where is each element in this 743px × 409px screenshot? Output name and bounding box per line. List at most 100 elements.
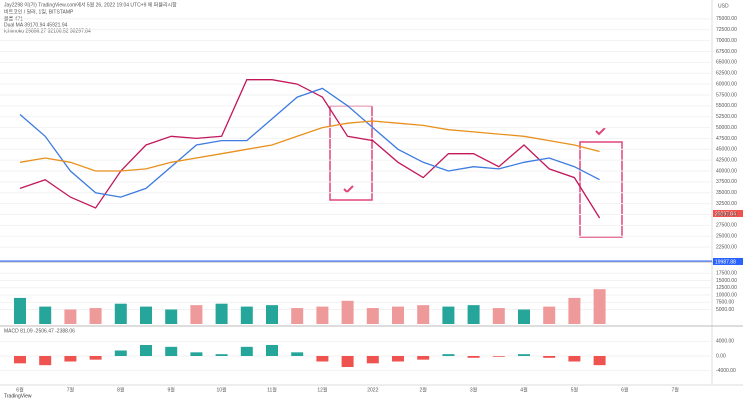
- bar: [240, 346, 253, 356]
- bar: [316, 306, 329, 324]
- price-line: [19, 79, 601, 219]
- y-tick-label: 75000.00: [716, 16, 737, 22]
- y-tick-label: 67500.00: [716, 49, 737, 55]
- y-tick-label: 47500.00: [716, 136, 737, 142]
- bar: [291, 352, 304, 356]
- bar: [64, 356, 77, 362]
- bar: [593, 289, 606, 324]
- bar: [392, 356, 404, 362]
- bar: [140, 306, 152, 324]
- check-mark: [343, 185, 354, 194]
- bar: [568, 297, 581, 324]
- y-tick-label: 17500.00: [716, 271, 737, 277]
- bar: [341, 300, 354, 324]
- x-tick-label: 4월: [520, 386, 528, 393]
- y-tick-label: 62500.00: [716, 71, 737, 77]
- y-tick-label: 37500.00: [716, 179, 737, 185]
- bar: [114, 350, 127, 356]
- bar: [140, 345, 152, 356]
- bar: [467, 305, 480, 324]
- bar: [240, 306, 253, 324]
- bar: [568, 356, 581, 362]
- bar: [417, 356, 430, 360]
- y-tick-label: 72500.00: [716, 27, 737, 33]
- bar: [467, 356, 480, 358]
- bar: [14, 356, 26, 364]
- y-tick-label: 27500.00: [716, 223, 737, 229]
- highlight-box: [579, 141, 623, 238]
- x-tick-label: 2월: [420, 386, 428, 393]
- x-tick-label: 5월: [571, 386, 579, 393]
- y-tick-label: 12500.00: [716, 285, 737, 291]
- bar: [64, 309, 77, 324]
- bar: [417, 305, 430, 324]
- bar: [366, 308, 379, 324]
- bar: [190, 305, 203, 324]
- x-tick-label: 11월: [267, 386, 277, 393]
- x-tick-label: 6월: [621, 386, 629, 393]
- bar: [291, 308, 304, 324]
- y-tick-label: 52500.00: [716, 114, 737, 120]
- x-tick-label: 9월: [168, 386, 176, 393]
- y-tick-label: 65000.00: [716, 60, 737, 66]
- level-tag: 19987.88: [715, 259, 736, 265]
- bar: [392, 306, 404, 324]
- y-tick-label: 7500.00: [716, 300, 734, 306]
- bar: [341, 356, 354, 367]
- bar: [266, 345, 278, 356]
- y-tick-label: 60000.00: [716, 81, 737, 87]
- bar: [543, 306, 556, 324]
- price-line: [19, 87, 600, 198]
- bar: [165, 346, 178, 356]
- y-tick-label: 4000.00: [716, 339, 734, 345]
- y-tick-label: -4000.00: [716, 368, 736, 374]
- price-tag-bg: [713, 210, 743, 217]
- x-tick-label: 7월: [67, 386, 75, 393]
- bar: [14, 297, 26, 324]
- bar: [266, 305, 278, 324]
- x-tick-label: 6월: [16, 386, 24, 393]
- footer: TradingView: [4, 393, 32, 399]
- y-tick-label: 57500.00: [716, 92, 737, 98]
- x-tick-label: 8월: [117, 386, 125, 393]
- bar: [442, 306, 455, 324]
- y-tick-label: 70000.00: [716, 38, 737, 44]
- macd-legend: MACD 81.09 -2506.47 -2388.06: [4, 328, 75, 334]
- bar: [165, 309, 178, 324]
- bar: [593, 356, 606, 366]
- y-tick-label: 10000.00: [716, 292, 737, 298]
- y-tick-label: 55000.00: [716, 103, 737, 109]
- y-tick-label: 32500.00: [716, 201, 737, 207]
- y-tick-label: 5000.00: [716, 307, 734, 313]
- bar: [114, 303, 127, 324]
- y-tick-label: 42500.00: [716, 158, 737, 164]
- x-tick-label: 7월: [672, 386, 680, 393]
- y-tick-label: 15000.00: [716, 278, 737, 284]
- bar: [518, 309, 530, 324]
- x-tick-label: 12월: [317, 386, 328, 393]
- y-tick-label: 25000.00: [716, 234, 737, 240]
- bar: [39, 356, 52, 366]
- y-tick-label: 30000.00: [716, 212, 737, 218]
- level-tag-bg: [713, 258, 743, 265]
- bar: [39, 306, 52, 324]
- bar: [442, 354, 455, 356]
- y-tick-label: 35000.00: [716, 190, 737, 196]
- price-line: [19, 120, 600, 172]
- y-tick-label: 45000.00: [716, 147, 737, 153]
- x-tick-label: 2022: [367, 387, 378, 393]
- y-tick-label: 22500.00: [716, 244, 737, 250]
- ma-legend: Dual MA 39170.94 45921.94: [4, 22, 68, 28]
- ichimoku-legend: Ichimoku 29856.27 32100.52 30297.84: [4, 28, 91, 34]
- price-tag: 29297.84: [715, 211, 736, 217]
- x-tick-label: 10월: [217, 386, 228, 393]
- y-tick-label: 0.00: [716, 353, 726, 359]
- bar: [543, 356, 556, 358]
- bar: [492, 308, 505, 324]
- bar: [215, 354, 228, 356]
- bar: [190, 352, 203, 356]
- bar: [215, 303, 228, 324]
